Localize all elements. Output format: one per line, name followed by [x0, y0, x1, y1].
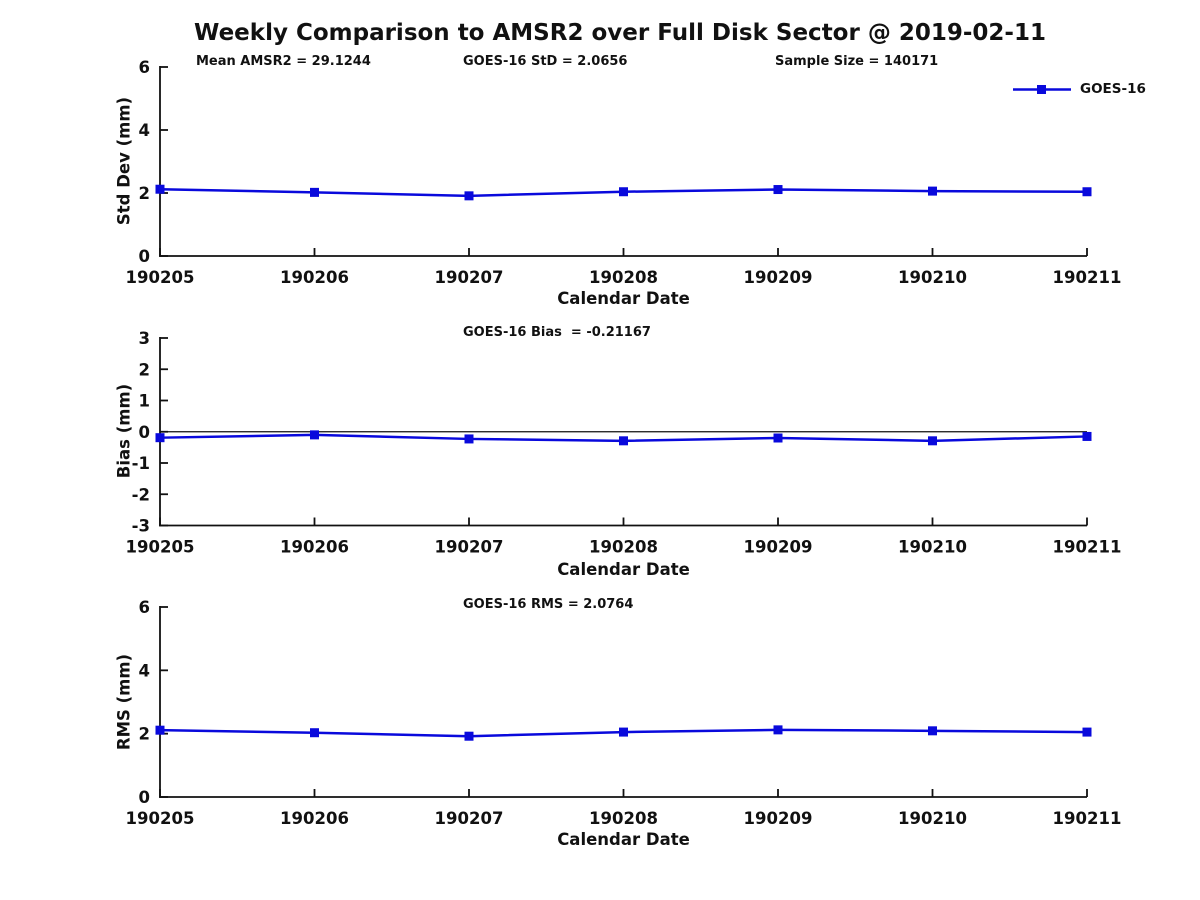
y-tick-label: -2 — [132, 485, 150, 504]
y-tick-label: -1 — [132, 454, 150, 473]
y-tick-label: 0 — [139, 788, 150, 807]
x-tick-label: 190211 — [1053, 268, 1122, 287]
y-tick-label: -3 — [132, 517, 150, 536]
x-tick-label: 190205 — [126, 809, 195, 828]
data-point-marker — [773, 725, 783, 735]
x-tick-label: 190209 — [744, 268, 813, 287]
y-tick-label: 0 — [139, 423, 150, 442]
data-point-marker — [619, 727, 628, 737]
data-point-marker — [1082, 431, 1092, 441]
x-tick-label: 190207 — [435, 538, 504, 557]
data-point-marker — [310, 430, 319, 440]
data-point-marker — [928, 726, 937, 736]
data-point-marker — [773, 185, 783, 195]
data-point-marker — [464, 434, 474, 444]
data-point-marker — [773, 433, 783, 443]
x-tick-label: 190206 — [280, 268, 349, 287]
xlabel-rms-chart: Calendar Date — [557, 830, 690, 849]
stat-goes16-bias: GOES-16 Bias = -0.21167 — [463, 325, 651, 340]
stat-mean-amsr2: Mean AMSR2 = 29.1244 — [196, 54, 371, 69]
data-point-marker — [619, 436, 628, 446]
x-tick-label: 190205 — [126, 538, 195, 557]
y-tick-label: 1 — [139, 392, 150, 411]
legend-square-marker-icon — [1037, 84, 1046, 94]
x-tick-label: 190209 — [744, 538, 813, 557]
y-tick-label: 2 — [139, 360, 150, 379]
data-point-marker — [310, 728, 319, 738]
data-point-marker — [464, 731, 474, 741]
x-tick-label: 190205 — [126, 268, 195, 287]
x-tick-label: 190210 — [898, 268, 967, 287]
data-point-marker — [155, 433, 165, 443]
y-tick-label: 3 — [139, 329, 150, 348]
y-tick-label: 2 — [139, 184, 150, 203]
data-point-marker — [1082, 187, 1092, 197]
data-point-marker — [928, 436, 937, 446]
figure-title: Weekly Comparison to AMSR2 over Full Dis… — [194, 20, 1046, 46]
data-point-marker — [310, 187, 319, 197]
stat-goes16-rms: GOES-16 RMS = 2.0764 — [463, 597, 634, 612]
data-point-marker — [464, 191, 474, 201]
stat-sample-size: Sample Size = 140171 — [775, 54, 939, 69]
legend: GOES-16 — [1013, 81, 1146, 97]
x-tick-label: 190206 — [280, 809, 349, 828]
y-tick-label: 4 — [139, 121, 150, 140]
x-tick-label: 190208 — [589, 268, 658, 287]
data-point-marker — [928, 186, 937, 196]
x-tick-label: 190207 — [435, 268, 504, 287]
legend-line-marker-icon — [1013, 84, 1071, 94]
x-tick-label: 190210 — [898, 809, 967, 828]
x-tick-label: 190207 — [435, 809, 504, 828]
y-tick-label: 6 — [139, 598, 150, 617]
x-tick-label: 190208 — [589, 538, 658, 557]
data-point-marker — [155, 184, 165, 194]
y-tick-label: 4 — [139, 661, 150, 680]
legend-label: GOES-16 — [1080, 81, 1146, 97]
xlabel-bias-chart: Calendar Date — [557, 560, 690, 579]
y-tick-label: 2 — [139, 725, 150, 744]
stat-goes16-std: GOES-16 StD = 2.0656 — [463, 54, 628, 69]
y-tick-label: 0 — [139, 247, 150, 266]
y-tick-label: 6 — [139, 58, 150, 77]
x-tick-label: 190211 — [1053, 809, 1122, 828]
x-tick-label: 190208 — [589, 809, 658, 828]
x-tick-label: 190206 — [280, 538, 349, 557]
x-tick-label: 190210 — [898, 538, 967, 557]
x-tick-label: 190211 — [1053, 538, 1122, 557]
xlabel-stddev-chart: Calendar Date — [557, 289, 690, 308]
data-point-marker — [155, 725, 165, 735]
data-point-marker — [619, 187, 628, 197]
x-tick-label: 190209 — [744, 809, 813, 828]
data-point-marker — [1082, 727, 1092, 737]
